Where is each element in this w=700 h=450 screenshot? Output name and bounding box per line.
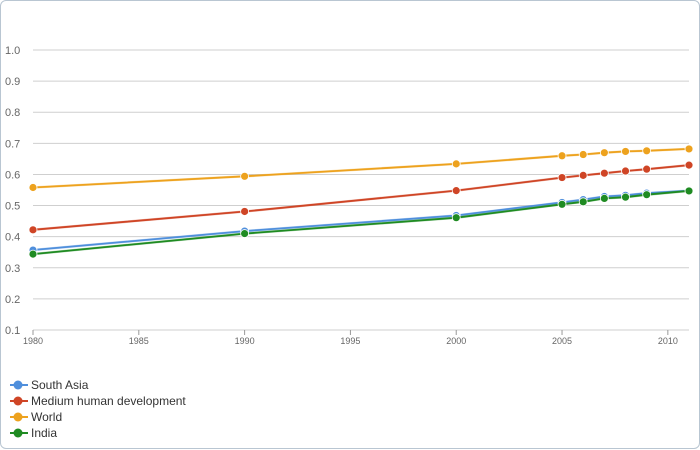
data-point-medium-human-development xyxy=(578,170,588,180)
series-lines xyxy=(28,144,694,259)
data-point-world xyxy=(240,171,250,181)
legend: South Asia Medium human development World I… xyxy=(10,378,186,440)
data-point-medium-human-development xyxy=(240,207,250,216)
x-tick-label: 2000 xyxy=(446,336,466,346)
x-tick-label: 1995 xyxy=(340,336,360,346)
legend-swatch-dot xyxy=(13,428,23,438)
y-tick-label: 0.9 xyxy=(5,76,20,88)
legend-item-south-asia: South Asia xyxy=(10,378,89,392)
data-point-india xyxy=(621,192,630,202)
data-point-india xyxy=(684,186,694,196)
data-point-india xyxy=(28,249,38,259)
data-point-india xyxy=(578,197,588,207)
legend-label: India xyxy=(31,426,57,440)
data-point-india xyxy=(557,199,567,209)
data-point-india xyxy=(642,190,652,200)
y-tick-label: 0.7 xyxy=(5,138,20,150)
legend-swatch-dot xyxy=(13,396,23,406)
legend-swatch-dot xyxy=(13,412,23,422)
x-tick-label: 1985 xyxy=(129,336,149,346)
y-tick-label: 0.1 xyxy=(5,325,20,337)
data-point-world xyxy=(621,147,630,156)
x-tick-label: 2010 xyxy=(658,336,678,346)
x-tick-label: 2005 xyxy=(552,336,572,346)
y-axis-ticks: 0.1 0.2 0.3 0.4 0.5 0.6 0.7 0.8 0.9 1.0 xyxy=(5,45,20,337)
legend-item-india: India xyxy=(10,426,57,440)
y-tick-label: 0.3 xyxy=(5,263,20,275)
y-tick-label: 0.5 xyxy=(5,201,20,213)
data-point-medium-human-development xyxy=(557,173,567,182)
gridlines xyxy=(33,49,689,331)
data-point-india xyxy=(451,213,461,223)
data-point-world xyxy=(578,150,588,159)
legend-label: South Asia xyxy=(31,378,89,392)
data-point-medium-human-development xyxy=(684,160,694,170)
legend-item-world: World xyxy=(10,410,62,424)
data-point-medium-human-development xyxy=(621,166,630,176)
y-tick-label: 0.6 xyxy=(5,169,20,181)
x-tick-label: 1980 xyxy=(23,336,43,346)
legend-item-medium-human-development: Medium human development xyxy=(10,394,186,408)
legend-label: Medium human development xyxy=(31,394,186,408)
data-point-medium-human-development xyxy=(642,164,652,174)
data-point-india xyxy=(240,229,250,238)
data-point-world xyxy=(684,144,694,154)
data-point-world xyxy=(642,146,652,156)
legend-swatch-dot xyxy=(13,380,23,390)
y-tick-label: 0.8 xyxy=(5,107,20,119)
data-point-medium-human-development xyxy=(599,168,609,178)
legend-label: World xyxy=(31,410,62,424)
series-line-world xyxy=(32,148,690,189)
data-point-world xyxy=(557,151,567,161)
y-tick-label: 1.0 xyxy=(5,45,20,57)
data-point-medium-human-development xyxy=(451,186,461,196)
y-tick-label: 0.2 xyxy=(5,294,20,306)
x-tick-label: 1990 xyxy=(235,336,255,346)
x-axis-ticks: 1980 1985 1990 1995 2000 2005 2010 xyxy=(23,330,678,346)
y-tick-label: 0.4 xyxy=(5,232,20,244)
data-point-world xyxy=(28,183,38,192)
data-point-medium-human-development xyxy=(28,225,38,235)
data-point-world xyxy=(451,159,461,169)
data-point-india xyxy=(599,193,609,203)
data-point-world xyxy=(599,148,609,158)
